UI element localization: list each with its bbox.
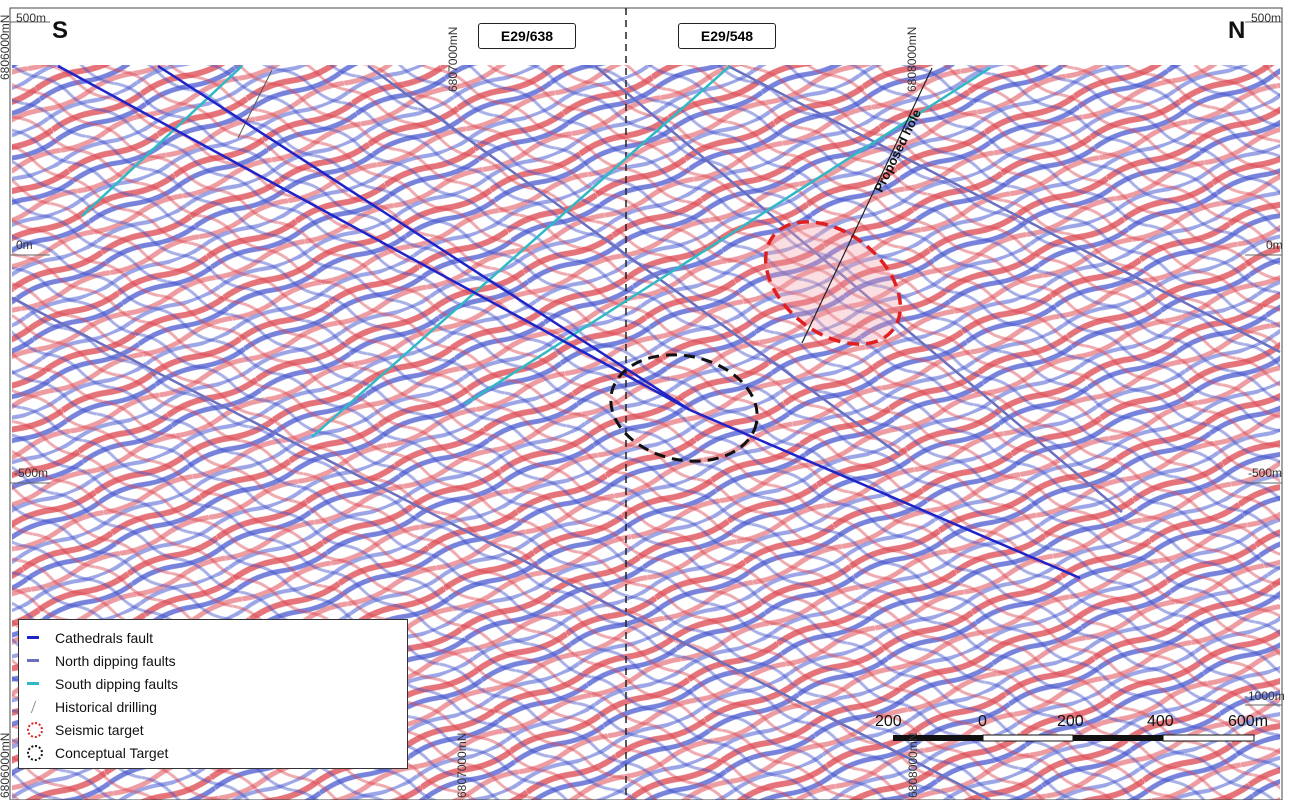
legend-label: Cathedrals fault (55, 629, 154, 646)
northing-label-top-right: 6808000mN (905, 26, 919, 92)
scale-label-200-left: 200 (875, 713, 902, 730)
south-direction-label: S (52, 17, 69, 44)
tenement-label-left: E29/638 (478, 23, 576, 49)
depth-label-0-right: 0m (1266, 238, 1283, 252)
depth-ticks (10, 21, 1282, 706)
northing-label-top-left: 6807000mN (446, 26, 460, 92)
north-dipping-fault (727, 64, 1281, 354)
south-dipping-swatch (27, 682, 39, 685)
north-direction-label: N (1228, 17, 1246, 44)
legend-label: Conceptual Target (55, 744, 169, 761)
cathedrals-fault-swatch (27, 636, 39, 639)
depth-label-minus1000-right: -1000m (1244, 689, 1285, 703)
depth-label-minus500-right: -500m (1248, 466, 1283, 480)
legend-item-historical-drilling: Historical drilling (24, 695, 399, 718)
legend-label: North dipping faults (55, 652, 176, 669)
north-dipping-swatch (27, 659, 39, 662)
north-dipping-fault (11, 296, 991, 800)
northing-label-edge-top: 6806000mN (0, 14, 12, 80)
scale-label-200: 200 (1057, 713, 1084, 730)
tenement-label-right: E29/548 (678, 23, 776, 49)
cathedrals-fault (57, 64, 1081, 580)
red-dotted-ellipse-icon (27, 721, 43, 738)
cathedrals-fault-main (689, 408, 1081, 580)
depth-label-500-left: 500m (16, 11, 47, 25)
northing-label-bottom-left: 6807000mN (455, 732, 469, 798)
legend-label: Seismic target (55, 721, 144, 738)
cathedrals-fault-branch (157, 64, 691, 412)
depth-label-500-right: 500m (1251, 11, 1282, 25)
south-dipping-fault (464, 66, 991, 406)
northing-label-edge-bottom: 6806000mN (0, 732, 12, 798)
historical-drillhole (237, 69, 273, 139)
south-dipping-faults (81, 65, 991, 438)
scale-bar (893, 734, 1255, 742)
legend-item-south-dipping: South dipping faults (27, 672, 399, 695)
legend-label: Historical drilling (55, 698, 157, 715)
north-dipping-faults (11, 64, 1281, 800)
seismic-target (763, 220, 903, 346)
legend-item-cathedrals-fault: Cathedrals fault (27, 626, 399, 649)
legend-item-north-dipping: North dipping faults (27, 649, 399, 672)
legend-item-seismic-target: Seismic target (27, 718, 399, 741)
frame (9, 7, 1283, 800)
drill-line-icon (24, 700, 37, 713)
conceptual-target (609, 353, 759, 463)
legend: Cathedrals fault North dipping faults So… (18, 619, 408, 769)
legend-item-conceptual-target: Conceptual Target (27, 741, 399, 764)
northing-label-bottom-right: 6808000mN (906, 732, 920, 798)
south-dipping-fault (81, 65, 243, 217)
north-dipping-fault (367, 64, 901, 457)
south-dipping-fault (311, 65, 731, 438)
proposed-hole-line (801, 67, 933, 344)
scale-label-400: 400 (1147, 713, 1174, 730)
cathedrals-fault-branch (57, 64, 691, 412)
north-dipping-fault (594, 65, 1123, 513)
depth-label-0-left: 0m (16, 238, 33, 252)
scale-label-600m: 600m (1228, 713, 1269, 730)
scale-label-0: 0 (978, 713, 987, 730)
historical-drilling (237, 69, 273, 139)
depth-label-minus500-left: -500m (14, 466, 49, 480)
black-dotted-ellipse-icon (27, 744, 43, 761)
legend-label: South dipping faults (55, 675, 178, 692)
